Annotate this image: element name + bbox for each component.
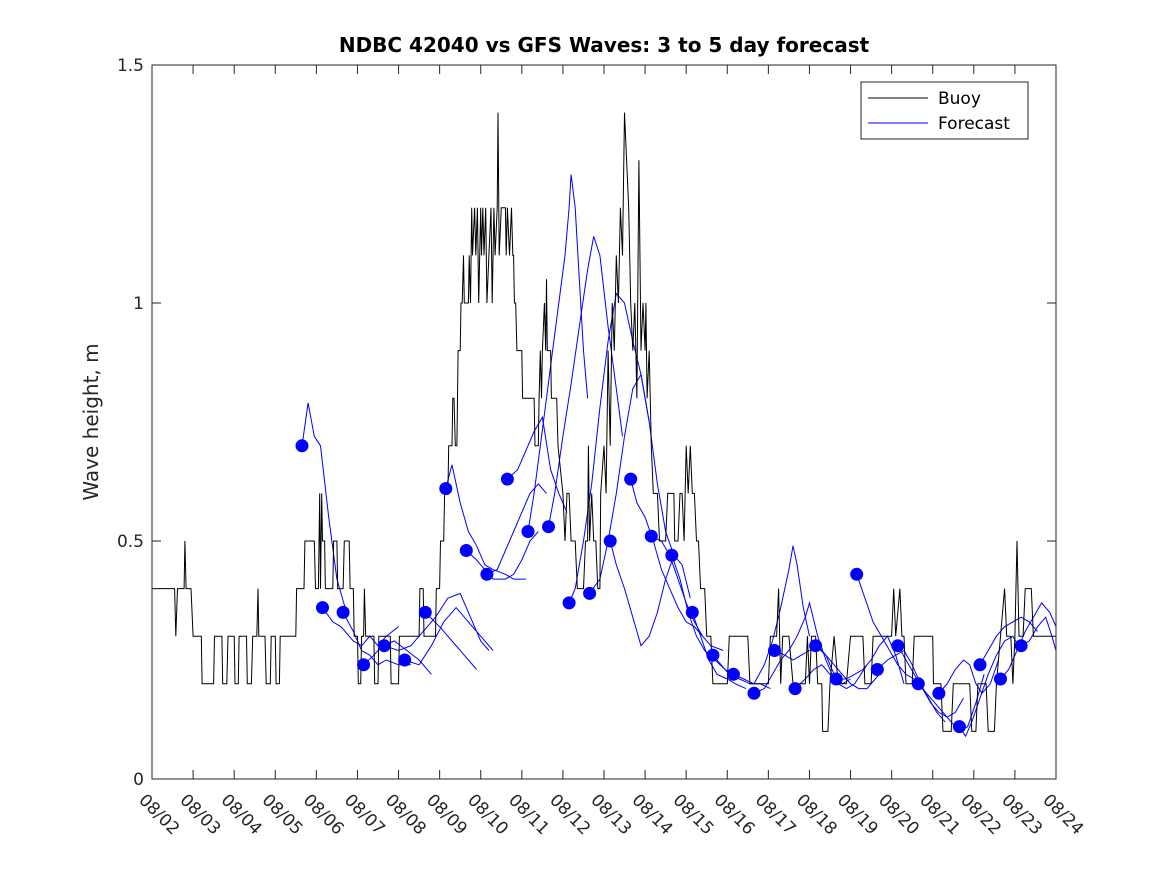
y-tick-label: 0.5 <box>117 532 144 552</box>
legend-label-forecast: Forecast <box>938 114 1010 134</box>
legend: Buoy Forecast <box>860 81 1029 140</box>
forecast-marker-12 <box>542 520 555 534</box>
forecast-marker-25 <box>809 639 823 653</box>
forecast-marker-5 <box>398 653 412 667</box>
y-axis-title: Wave height, m <box>79 343 103 500</box>
plot-area <box>152 65 1056 779</box>
forecast-marker-0 <box>295 439 309 453</box>
forecast-line-21 <box>733 545 810 685</box>
series-layer <box>152 112 1057 738</box>
forecast-marker-15 <box>603 534 617 548</box>
forecast-marker-22 <box>747 686 761 700</box>
buoy-line <box>152 112 1056 732</box>
forecast-marker-13 <box>562 596 576 610</box>
forecast-marker-1 <box>316 601 329 615</box>
y-axis: 0 0.5 1 1.5 <box>117 56 1056 790</box>
forecast-line-28 <box>876 649 946 723</box>
forecast-line-24 <box>794 664 868 690</box>
forecast-line-29 <box>897 645 964 718</box>
forecast-line-32 <box>958 635 1022 738</box>
y-tick-label: 0 <box>133 770 144 790</box>
legend-label-buoy: Buoy <box>938 89 981 109</box>
forecast-marker-3 <box>357 658 371 672</box>
forecast-line-34 <box>1000 602 1057 680</box>
forecast-line-6 <box>424 612 477 670</box>
forecast-marker-17 <box>644 529 658 543</box>
forecast-line-5 <box>404 606 494 666</box>
forecast-marker-32 <box>952 720 966 734</box>
forecast-line-8 <box>465 531 539 580</box>
forecast-marker-34 <box>994 672 1007 686</box>
forecast-marker-20 <box>706 648 720 662</box>
forecast-marker-4 <box>377 639 391 653</box>
forecast-marker-21 <box>726 667 740 681</box>
forecast-marker-19 <box>685 605 699 619</box>
forecast-marker-35 <box>1014 639 1028 653</box>
forecast-line-19 <box>691 612 747 690</box>
forecast-marker-23 <box>768 644 781 657</box>
marker-layer <box>295 439 1028 734</box>
forecast-marker-14 <box>583 586 597 600</box>
forecast-line-14 <box>589 372 675 594</box>
y-tick-label: 1.5 <box>117 56 144 76</box>
forecast-line-12 <box>548 236 623 527</box>
forecast-marker-24 <box>788 682 802 696</box>
forecast-marker-16 <box>624 472 638 486</box>
forecast-marker-30 <box>911 677 925 691</box>
legend-box <box>860 81 1029 140</box>
forecast-line-16 <box>630 478 703 637</box>
forecast-marker-2 <box>336 605 350 619</box>
y-tick-label: 1 <box>133 294 144 314</box>
forecast-marker-8 <box>459 544 473 557</box>
forecast-marker-33 <box>973 658 987 672</box>
forecast-marker-9 <box>480 567 494 581</box>
forecast-marker-11 <box>521 525 535 538</box>
forecast-marker-29 <box>891 639 905 653</box>
forecast-marker-7 <box>439 482 453 496</box>
forecast-line-25 <box>815 645 884 690</box>
forecast-line-0 <box>301 402 346 608</box>
forecast-marker-10 <box>500 472 514 486</box>
forecast-line-9 <box>486 483 547 575</box>
forecast-line-11 <box>527 174 589 532</box>
forecast-marker-18 <box>665 548 679 562</box>
chart-title: NDBC 42040 vs GFS Waves: 3 to 5 day fore… <box>339 33 870 57</box>
forecast-line-33 <box>979 616 1038 666</box>
forecast-marker-31 <box>932 686 946 700</box>
forecast-line-35 <box>1020 616 1057 651</box>
forecast-line-31 <box>938 659 999 695</box>
forecast-marker-28 <box>870 663 884 676</box>
forecast-line-27 <box>856 574 923 689</box>
forecast-marker-26 <box>829 672 843 686</box>
forecast-marker-27 <box>850 567 864 581</box>
forecast-marker-6 <box>418 605 432 619</box>
